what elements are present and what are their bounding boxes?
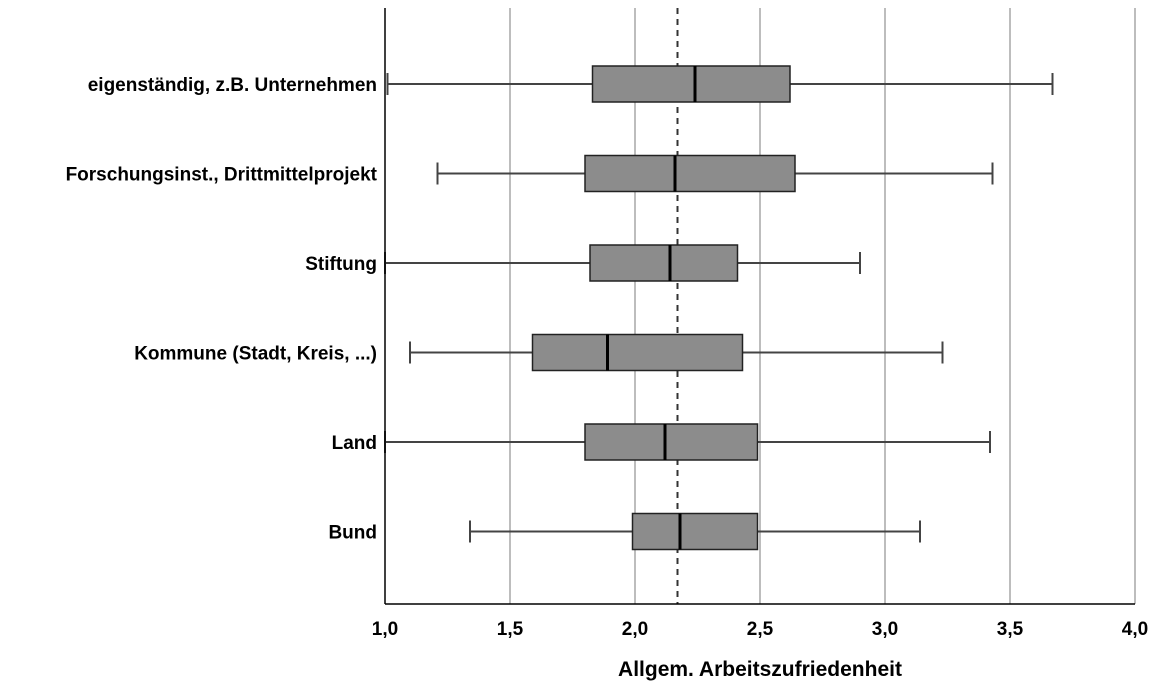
x-tick-label-2: 2,0 xyxy=(622,619,648,640)
box-1 xyxy=(584,154,796,193)
box-plot-2 xyxy=(384,244,861,282)
box-plot-4 xyxy=(384,423,991,461)
x-tick-label-4: 3,0 xyxy=(872,619,898,640)
category-label-1: Forschungsinst., Drittmittelprojekt xyxy=(66,165,378,186)
category-labels: eigenständig, z.B. Unternehmen Forschungs… xyxy=(66,75,378,544)
axes-group xyxy=(384,8,1135,605)
x-tick-label-0: 1,0 xyxy=(372,619,398,640)
x-tick-label-6: 4,0 xyxy=(1122,619,1148,640)
tick-labels: 1,0 1,5 2,0 2,5 3,0 3,5 4,0 xyxy=(372,619,1148,640)
box-3 xyxy=(531,333,744,372)
box-2 xyxy=(589,244,739,282)
x-tick-label-5: 3,5 xyxy=(997,619,1024,640)
box-plot-1 xyxy=(436,154,994,193)
box-plot-0 xyxy=(386,65,1054,103)
boxes-group xyxy=(384,65,1054,551)
category-label-5: Bund xyxy=(328,523,377,544)
box-plot-3 xyxy=(409,333,944,372)
grid-lines xyxy=(509,8,1136,604)
category-label-4: Land xyxy=(332,433,377,454)
box-4 xyxy=(584,423,759,461)
category-label-2: Stiftung xyxy=(305,254,377,275)
x-tick-label-1: 1,5 xyxy=(497,619,524,640)
x-axis-title: Allgem. Arbeitszufriedenheit xyxy=(618,658,902,681)
x-tick-label-3: 2,5 xyxy=(747,619,774,640)
box-0 xyxy=(591,65,791,103)
box-5 xyxy=(631,512,759,551)
category-label-3: Kommune (Stadt, Kreis, ...) xyxy=(134,344,377,365)
box-plot-5 xyxy=(469,512,921,551)
category-label-0: eigenständig, z.B. Unternehmen xyxy=(88,75,377,96)
